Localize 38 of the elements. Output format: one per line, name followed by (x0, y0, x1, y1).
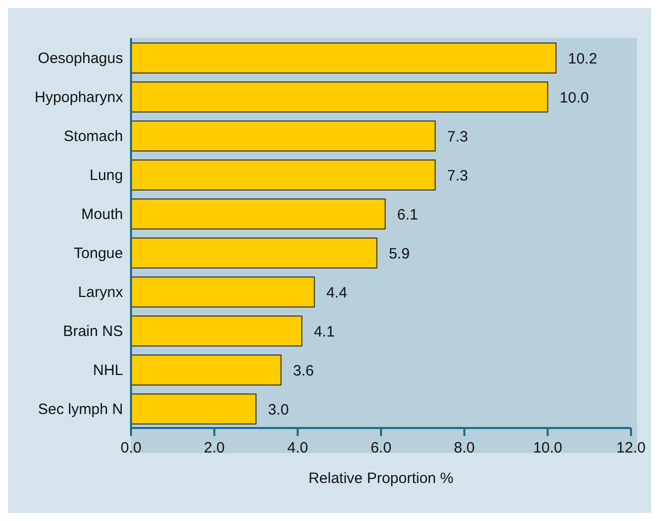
x-tick-label: 8.0 (454, 440, 475, 457)
y-tick-label: Tongue (74, 244, 123, 262)
y-tick-label: Brain NS (62, 322, 123, 340)
x-tick-label: 12.0 (616, 440, 646, 457)
y-tick-label: Lung (90, 166, 123, 184)
x-tick-label: 0.0 (120, 440, 142, 457)
data-label: 6.1 (397, 206, 418, 224)
data-label: 4.4 (326, 284, 348, 302)
bar (131, 42, 556, 74)
data-label: 10.2 (568, 50, 598, 68)
data-label: 5.9 (388, 245, 410, 262)
bar (131, 120, 436, 152)
x-tick-label: 6.0 (370, 440, 392, 457)
data-label: 4.1 (314, 323, 335, 340)
bar (131, 276, 315, 308)
data-label: 3.0 (268, 401, 289, 418)
bar (131, 238, 378, 268)
y-tick-label: Stomach (64, 128, 123, 145)
y-tick-label: Sec lymph N (38, 400, 123, 418)
data-label: 10.0 (560, 89, 589, 106)
bar (131, 198, 386, 230)
y-tick-label: Hypopharynx (34, 88, 124, 106)
data-label: 7.3 (447, 128, 468, 146)
data-label: 3.6 (293, 362, 314, 380)
y-tick-label: Oesophagus (38, 50, 123, 67)
y-tick-label: Mouth (81, 206, 123, 223)
x-tick-label: 10.0 (533, 440, 562, 457)
y-tick-label: NHL (92, 362, 123, 379)
x-tick-label: 2.0 (204, 440, 225, 457)
bar (131, 82, 548, 112)
x-tick-label: 4.0 (287, 440, 308, 457)
bar (131, 354, 282, 386)
data-label: 7.3 (447, 167, 468, 184)
y-tick-label: Larynx (78, 284, 124, 301)
bar (131, 394, 256, 424)
bar (131, 160, 436, 190)
bar (131, 316, 302, 346)
x-axis-title: Relative Proportion % (308, 470, 454, 487)
